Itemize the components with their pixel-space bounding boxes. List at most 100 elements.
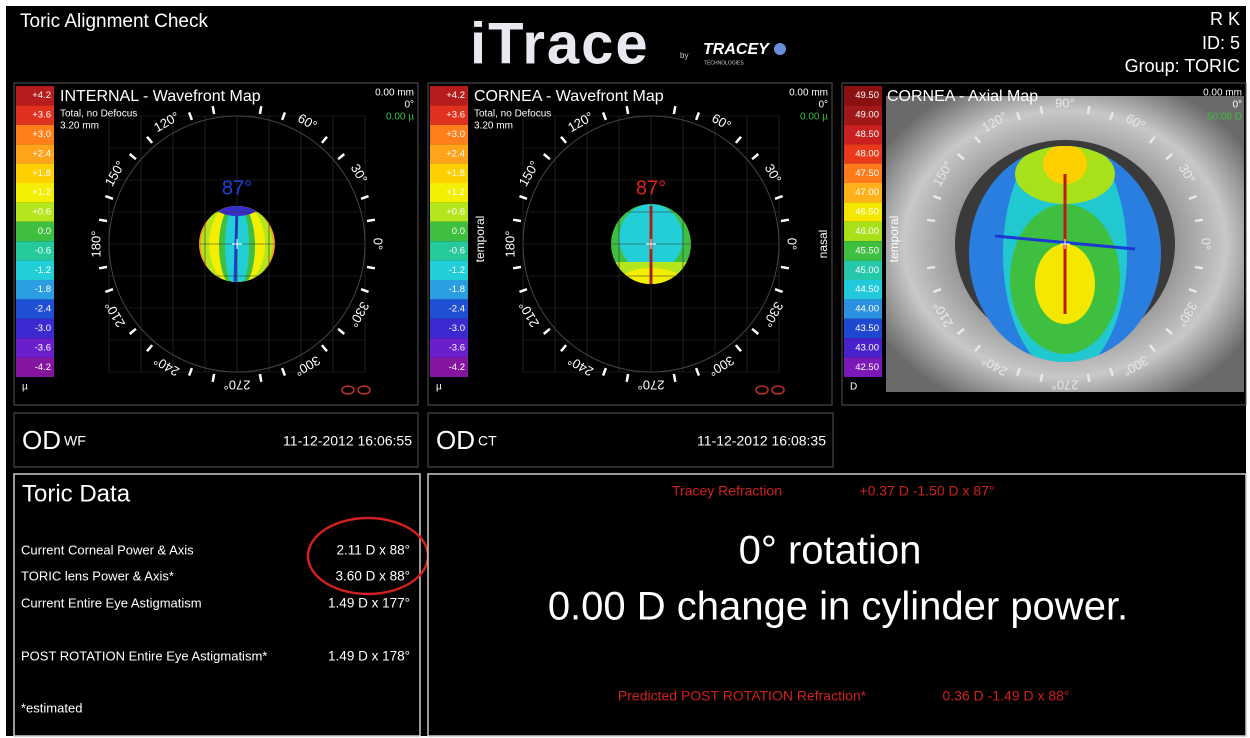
scale-label: +0.6 bbox=[446, 207, 465, 218]
angle-tick bbox=[99, 220, 107, 221]
angle-tick bbox=[674, 374, 675, 382]
scale-label: -1.2 bbox=[35, 265, 51, 276]
scale-label: +1.8 bbox=[446, 168, 465, 179]
map-rotation: 0° bbox=[1232, 100, 1242, 111]
scale-label: 49.00 bbox=[855, 110, 879, 121]
angle-tick bbox=[260, 106, 261, 114]
brand-sub: TECHNOLOGIES bbox=[704, 60, 744, 66]
map-title: CORNEA - Axial Map bbox=[887, 88, 1038, 105]
scale-label: 47.00 bbox=[855, 187, 879, 198]
scale-label: +2.4 bbox=[446, 148, 465, 159]
axis-label: 87° bbox=[222, 177, 252, 199]
exam-datetime: 11-12-2012 16:08:35 bbox=[697, 433, 826, 449]
toric-title: Toric Data bbox=[22, 480, 131, 507]
refraction-label: Tracey Refraction bbox=[672, 483, 782, 499]
body: Toric Alignment CheckiTracebyTRACEYTECHN… bbox=[0, 0, 1250, 738]
angle-tick bbox=[1041, 374, 1042, 382]
angle-tick bbox=[1088, 106, 1089, 114]
angle-tick bbox=[1195, 220, 1203, 221]
logo: iTrace bbox=[470, 11, 650, 76]
page: Toric Alignment Check { "header": {"titl… bbox=[0, 0, 1250, 738]
scale-label: -3.0 bbox=[449, 323, 465, 334]
scale-label: 44.50 bbox=[855, 284, 879, 295]
scale-label: 45.50 bbox=[855, 245, 879, 256]
screen: Toric Alignment CheckiTracebyTRACEYTECHN… bbox=[0, 0, 1250, 738]
scale-label: 44.00 bbox=[855, 304, 879, 315]
map-offset: 0.00 mm bbox=[789, 88, 828, 99]
scale-label: 47.50 bbox=[855, 168, 879, 179]
brand: TRACEY bbox=[703, 41, 770, 58]
scale-label: 42.50 bbox=[855, 362, 879, 373]
scale-label: 48.50 bbox=[855, 129, 879, 140]
scale-label: -1.8 bbox=[449, 284, 465, 295]
toric-label: TORIC lens Power & Axis* bbox=[21, 568, 174, 583]
map-value: 0.00 µ bbox=[800, 112, 828, 123]
scale-label: -0.6 bbox=[35, 245, 51, 256]
app-title: Toric Alignment Check bbox=[20, 11, 208, 32]
scale-label: 0.0 bbox=[38, 226, 51, 237]
toric-note: *estimated bbox=[21, 700, 82, 715]
scale-label: -0.6 bbox=[449, 245, 465, 256]
patient-initials: R K bbox=[1210, 9, 1240, 29]
scale-label: +3.0 bbox=[32, 129, 51, 140]
toric-label: POST ROTATION Entire Eye Astigmatism* bbox=[21, 648, 267, 663]
map-size: 3.20 mm bbox=[60, 121, 99, 132]
angle-tick bbox=[99, 267, 107, 268]
scale-label: 43.00 bbox=[855, 342, 879, 353]
scale-label: 45.00 bbox=[855, 265, 879, 276]
map-subtitle: Total, no Defocus bbox=[60, 109, 137, 120]
angle-tick bbox=[367, 267, 375, 268]
scale-label: +1.2 bbox=[32, 187, 51, 198]
toric-value: 2.11 D x 88° bbox=[337, 543, 410, 558]
scale-label: +3.6 bbox=[32, 110, 51, 121]
scale-label: 46.50 bbox=[855, 207, 879, 218]
toric-label: Current Corneal Power & Axis bbox=[21, 542, 194, 557]
angle-tick bbox=[367, 220, 375, 221]
scale-label: 49.50 bbox=[855, 90, 879, 101]
angle-tick bbox=[513, 220, 521, 221]
toric-value: 1.49 D x 177° bbox=[328, 596, 410, 611]
angle-tick bbox=[1195, 267, 1203, 268]
scale-label: 46.00 bbox=[855, 226, 879, 237]
exam-eye: OD bbox=[436, 425, 475, 455]
map-title: INTERNAL - Wavefront Map bbox=[60, 88, 261, 105]
scale-label: -3.6 bbox=[35, 342, 51, 353]
side-label: temporal bbox=[473, 216, 487, 263]
angle-label: 90° bbox=[1055, 95, 1075, 110]
scale-label: 43.50 bbox=[855, 323, 879, 334]
angle-tick bbox=[260, 374, 261, 382]
angle-label: 0° bbox=[371, 238, 386, 250]
map-subtitle: Total, no Defocus bbox=[474, 109, 551, 120]
scale-label: -2.4 bbox=[449, 304, 465, 315]
angle-tick bbox=[1088, 374, 1089, 382]
side-label: temporal bbox=[887, 216, 901, 263]
angle-label: 270° bbox=[638, 378, 665, 393]
scale-label: +2.4 bbox=[32, 148, 51, 159]
scale-unit: D bbox=[850, 382, 857, 393]
angle-tick bbox=[927, 267, 935, 268]
toric-label: Current Entire Eye Astigmatism bbox=[21, 595, 202, 610]
exam-type: CT bbox=[478, 433, 497, 449]
angle-label: 270° bbox=[1052, 378, 1079, 393]
map-size: 3.20 mm bbox=[474, 121, 513, 132]
side-label: nasal bbox=[816, 230, 830, 259]
angle-label: 0° bbox=[785, 238, 800, 250]
map-value: 50.08 D bbox=[1207, 112, 1242, 123]
refraction-value: +0.37 D -1.50 D x 87° bbox=[859, 483, 994, 499]
angle-tick bbox=[781, 267, 789, 268]
angle-label: 0° bbox=[1199, 238, 1214, 250]
angle-tick bbox=[627, 106, 628, 114]
angle-tick bbox=[513, 267, 521, 268]
angle-tick bbox=[213, 106, 214, 114]
scale-label: -1.2 bbox=[449, 265, 465, 276]
scale-label: +0.6 bbox=[32, 207, 51, 218]
toric-value: 3.60 D x 88° bbox=[336, 569, 410, 584]
scale-label: -4.2 bbox=[35, 362, 51, 373]
cylinder-change: 0.00 D change in cylinder power. bbox=[548, 585, 1128, 629]
map-rotation: 0° bbox=[818, 100, 828, 111]
rotation-result: 0° rotation bbox=[739, 529, 922, 573]
angle-tick bbox=[627, 374, 628, 382]
angle-tick bbox=[781, 220, 789, 221]
scale-unit: µ bbox=[22, 382, 28, 393]
angle-tick bbox=[213, 374, 214, 382]
